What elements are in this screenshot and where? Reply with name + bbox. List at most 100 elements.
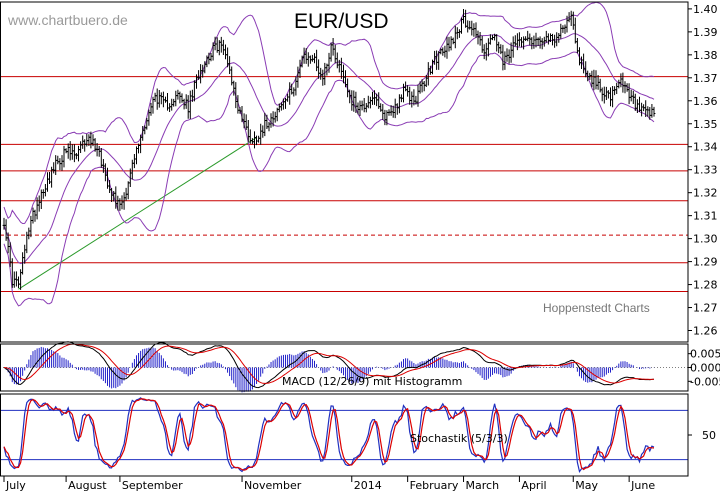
price-bar <box>304 48 308 64</box>
price-bar <box>133 154 136 169</box>
price-bar <box>33 209 37 222</box>
price-bar <box>640 102 643 117</box>
macd-tick-label: 0.005 <box>690 348 720 361</box>
price-bar <box>619 73 623 88</box>
price-bar <box>77 145 80 162</box>
price-bar <box>561 25 565 33</box>
price-bar <box>340 57 343 79</box>
macd-signal-line <box>3 343 655 384</box>
price-bar <box>501 44 505 71</box>
price-bar <box>563 24 567 34</box>
price-bar <box>259 123 263 145</box>
price-bar <box>358 100 362 116</box>
price-bar <box>89 131 93 149</box>
price-bar <box>412 89 416 106</box>
price-bar <box>435 50 438 70</box>
price-bar <box>526 30 530 42</box>
price-bar <box>362 98 366 113</box>
price-bar <box>445 36 449 59</box>
price-bar <box>224 44 227 60</box>
price-bar <box>321 69 325 86</box>
trendline <box>18 137 257 290</box>
price-bar <box>441 47 445 56</box>
watermark: www.chartbuero.de <box>7 12 128 28</box>
macd-panel <box>0 341 688 393</box>
price-bar <box>99 148 103 168</box>
price-bar <box>524 36 527 41</box>
price-bar <box>395 103 399 115</box>
price-bar <box>366 95 370 109</box>
price-bar <box>422 81 426 92</box>
price-bar <box>513 35 517 47</box>
price-bar <box>255 135 258 146</box>
price-tick-label: 1.37 <box>693 72 718 85</box>
price-bar <box>455 27 459 40</box>
price-bar <box>168 103 171 112</box>
stoch-panel-frame <box>0 393 689 477</box>
price-bar <box>342 64 345 84</box>
price-bar <box>27 227 31 240</box>
price-bar <box>627 83 631 105</box>
price-bar <box>594 70 598 90</box>
price-bar <box>54 155 58 175</box>
price-bar <box>499 44 503 55</box>
price-bar <box>451 37 455 45</box>
stochastic-panel <box>0 397 688 474</box>
price-bar <box>313 53 316 64</box>
price-bar <box>489 34 492 45</box>
price-bar <box>559 23 563 39</box>
price-bar <box>592 69 596 91</box>
price-tick-label: 1.30 <box>693 233 718 246</box>
price-bar <box>335 52 339 69</box>
price-tick-label: 1.33 <box>693 164 718 177</box>
price-bar <box>495 34 499 52</box>
price-tick-label: 1.31 <box>693 210 718 223</box>
price-bar <box>458 29 461 38</box>
price-bar <box>609 87 612 107</box>
price-bar <box>536 37 540 46</box>
month-label: August <box>68 479 107 492</box>
macd-tick-label: -0.005 <box>690 375 720 388</box>
price-bars <box>2 9 656 290</box>
price-bar <box>607 90 610 99</box>
price-bar <box>46 172 49 192</box>
price-bar <box>261 125 265 138</box>
price-tick-label: 1.40 <box>693 3 718 16</box>
price-bar <box>331 38 335 56</box>
price-bar <box>178 91 182 104</box>
price-bar <box>364 103 368 113</box>
price-bar <box>329 42 333 62</box>
price-bar <box>66 143 70 159</box>
price-bar <box>44 184 47 197</box>
price-bar <box>159 92 163 105</box>
price-bar <box>79 141 82 153</box>
stochastic-label: Stochastik (5/3/3) <box>410 432 508 445</box>
price-bar <box>617 79 621 89</box>
price-bar <box>164 96 167 103</box>
price-bar <box>172 98 176 107</box>
x-axis-months: July August September November 2014 February M… <box>3 476 655 492</box>
price-bar <box>478 32 482 46</box>
price-bar <box>538 36 542 49</box>
price-bar <box>315 49 318 72</box>
price-bar <box>70 144 74 160</box>
price-bar <box>193 80 196 102</box>
price-bar <box>530 37 534 50</box>
price-bar <box>153 92 157 102</box>
macd-label: MACD (12/26/9) mit Histogramm <box>282 375 462 388</box>
price-tick-label: 1.26 <box>693 325 718 338</box>
price-bar <box>650 104 654 118</box>
price-bar <box>453 25 457 49</box>
price-tick-label: 1.38 <box>693 49 718 62</box>
y-axis-ticks: 1.40 1.39 1.38 1.37 1.36 1.35 1.34 1.33 1.32 1.31… <box>688 3 720 442</box>
source-label: Hoppenstedt Charts <box>543 301 650 315</box>
price-bar <box>288 82 292 105</box>
price-bar <box>157 90 161 108</box>
price-bar <box>319 67 323 80</box>
price-bar <box>17 276 20 289</box>
price-bar <box>83 139 87 152</box>
price-bar <box>174 90 178 107</box>
chart-title: EUR/USD <box>294 10 389 33</box>
stoch-d-line <box>3 398 655 471</box>
